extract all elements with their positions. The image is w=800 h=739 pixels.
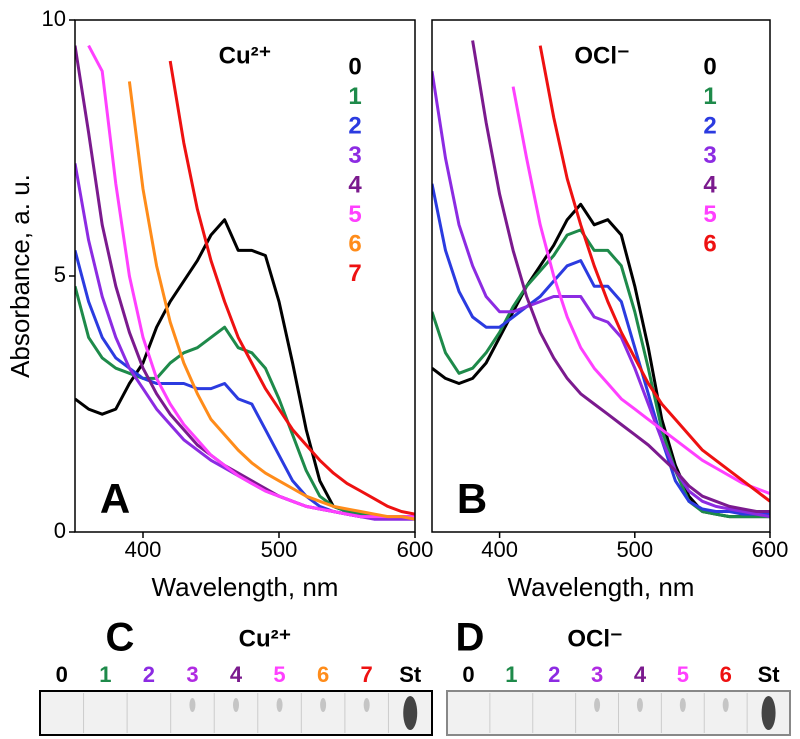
x-tick-label: 500	[261, 537, 298, 562]
panel-letter: B	[457, 475, 487, 522]
panel-letter: C	[106, 616, 135, 660]
lane-spot	[189, 698, 195, 712]
chart-title: OCl⁻	[574, 42, 629, 69]
spectrum-line	[75, 46, 415, 517]
standard-spot	[762, 696, 776, 730]
lane-label: 0	[462, 662, 474, 687]
lane-spot	[277, 698, 283, 712]
y-axis-label: Absorbance, a. u.	[5, 174, 35, 378]
y-tick-label: 0	[54, 518, 66, 543]
spectrum-line	[432, 230, 770, 517]
lane-label: 3	[591, 662, 603, 687]
lane-label: St	[758, 662, 781, 687]
lane-spot	[594, 698, 600, 712]
x-tick-label: 400	[481, 537, 518, 562]
spectrum-line	[432, 71, 770, 516]
spectrum-line	[75, 220, 415, 517]
lane-label: 3	[186, 662, 198, 687]
lane-spot	[723, 698, 729, 712]
lane-label: 7	[361, 662, 373, 687]
x-axis-label: Wavelength, nm	[508, 572, 695, 602]
lane-label: 5	[677, 662, 689, 687]
lane-label: 1	[505, 662, 517, 687]
lane-label: St	[399, 662, 422, 687]
legend-entry: 7	[348, 260, 361, 287]
lane-label: 6	[720, 662, 732, 687]
panel-letter: D	[456, 616, 485, 660]
legend-entry: 1	[348, 83, 361, 110]
lane-spot	[320, 698, 326, 712]
tlc-strip	[40, 691, 432, 735]
lane-label: 4	[230, 662, 243, 687]
y-tick-label: 5	[54, 262, 66, 287]
lane-spot	[364, 698, 370, 712]
spectrum-line	[89, 46, 415, 517]
legend-entry: 4	[703, 171, 717, 198]
x-tick-label: 500	[616, 537, 653, 562]
legend-entry: 3	[703, 142, 716, 169]
panel-title: Cu²⁺	[239, 625, 292, 652]
chart-title: Cu²⁺	[219, 42, 272, 69]
legend-entry: 1	[703, 83, 716, 110]
legend-entry: 0	[703, 53, 716, 80]
spectrum-line	[540, 46, 770, 502]
lane-label: 2	[548, 662, 560, 687]
panel-letter: A	[100, 475, 130, 522]
lane-label: 5	[273, 662, 285, 687]
lane-spot	[680, 698, 686, 712]
legend-entry: 2	[348, 112, 361, 139]
plot-lines	[432, 41, 770, 517]
lane-label: 0	[56, 662, 68, 687]
legend-entry: 5	[348, 201, 361, 228]
plot-lines	[75, 46, 415, 520]
x-tick-label: 600	[752, 537, 789, 562]
lane-label: 4	[634, 662, 647, 687]
spectrum-line	[170, 61, 415, 514]
spectrum-line	[513, 87, 770, 494]
x-tick-label: 400	[125, 537, 162, 562]
legend-entry: 0	[348, 53, 361, 80]
legend-entry: 4	[348, 171, 362, 198]
spectrum-line	[75, 163, 415, 519]
legend-entry: 6	[703, 230, 716, 257]
lane-spot	[637, 698, 643, 712]
legend-entry: 3	[348, 142, 361, 169]
y-tick-label: 10	[42, 6, 66, 31]
x-tick-label: 600	[397, 537, 434, 562]
lane-label: 2	[143, 662, 155, 687]
legend-entry: 2	[703, 112, 716, 139]
panel-title: OCl⁻	[567, 625, 622, 652]
lane-label: 1	[99, 662, 111, 687]
lane-spot	[233, 698, 239, 712]
legend-entry: 5	[703, 201, 716, 228]
x-axis-label: Wavelength, nm	[152, 572, 339, 602]
standard-spot	[403, 696, 417, 730]
lane-label: 6	[317, 662, 329, 687]
legend-entry: 6	[348, 230, 361, 257]
